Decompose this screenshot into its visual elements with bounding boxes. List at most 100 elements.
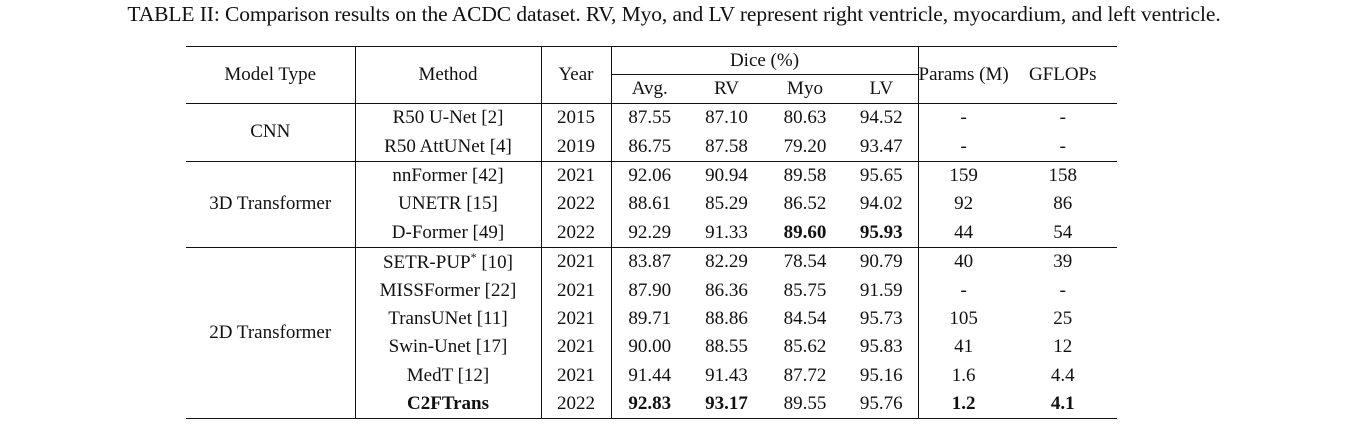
gflops-cell: 158 (1008, 160, 1117, 191)
table-row: R50 AttUNet [4] 2019 86.75 87.58 79.20 9… (186, 132, 1117, 162)
myo-cell: 78.54 (765, 246, 845, 277)
header-method: Method (355, 46, 542, 104)
avg-cell: 86.75 (628, 135, 672, 157)
myo-cell: 87.72 (783, 364, 827, 386)
myo-cell: 79.20 (783, 135, 827, 157)
avg-cell: 90.00 (628, 336, 672, 358)
lv-cell: 93.47 (845, 132, 919, 162)
lv-cell-best: 95.93 (845, 218, 919, 248)
lv-cell: 90.79 (845, 246, 919, 277)
rv-cell: 88.86 (705, 307, 748, 329)
params-cell: 159 (918, 160, 1009, 191)
table-row: UNETR [15] 2022 88.61 85.29 86.52 94.02 … (186, 190, 1117, 219)
params-cell: 1.6 (951, 364, 976, 386)
method-cell: MISSFormer [22] (355, 276, 542, 305)
params-cell: 40 (918, 246, 1009, 277)
lv-cell: 94.52 (845, 103, 919, 133)
method-cell: SETR-PUP* [10] (355, 246, 542, 277)
gflops-cell: - (1059, 279, 1066, 301)
gflops-cell: 4.4 (1050, 364, 1075, 386)
method-cell-ours: C2FTrans (355, 389, 542, 420)
year-cell: 2021 (541, 160, 612, 191)
table-row: C2FTrans 2022 92.83 93.17 89.55 95.76 1.… (186, 389, 1117, 420)
method-cell: R50 U-Net [2] (355, 103, 542, 133)
lv-cell: 95.73 (845, 304, 919, 334)
year-cell: 2022 (541, 218, 612, 248)
myo-cell-best: 89.60 (783, 221, 827, 243)
gflops-cell: 39 (1008, 246, 1117, 277)
year-cell: 2021 (541, 333, 612, 362)
avg-cell: 92.06 (611, 160, 688, 191)
year-cell: 2021 (541, 361, 612, 390)
myo-cell: 84.54 (783, 307, 827, 329)
table-row: Swin-Unet [17] 2021 90.00 88.55 85.62 95… (186, 333, 1117, 362)
rv-cell: 91.33 (705, 221, 748, 243)
header-dice: Dice (%) (611, 46, 919, 75)
myo-cell: 85.75 (783, 279, 827, 301)
rv-cell: 86.36 (705, 279, 748, 301)
lv-cell: 94.02 (845, 190, 919, 219)
gflops-cell: 25 (1053, 307, 1073, 329)
year-cell: 2015 (541, 103, 612, 133)
year-cell: 2021 (541, 246, 612, 277)
avg-cell: 87.90 (628, 279, 672, 301)
table-caption: TABLE II: Comparison results on the ACDC… (127, 2, 1221, 26)
avg-cell-best: 92.83 (611, 389, 688, 420)
model-type-cell: 3D Transformer (186, 160, 356, 248)
header-year: Year (541, 46, 612, 104)
myo-cell: 89.55 (765, 389, 845, 420)
header-avg: Avg. (631, 78, 668, 99)
rv-cell-best: 93.17 (688, 389, 765, 420)
avg-cell: 89.71 (628, 307, 672, 329)
header-lv: LV (845, 74, 919, 104)
params-cell: 105 (949, 307, 978, 329)
avg-cell: 91.44 (628, 364, 672, 386)
myo-cell: 86.52 (783, 193, 827, 215)
myo-cell: 80.63 (765, 103, 845, 133)
table-row: CNN R50 U-Net [2] 2015 87.55 87.10 80.63… (186, 103, 1117, 162)
year-cell: 2021 (541, 304, 612, 334)
lv-cell: 95.83 (845, 333, 919, 362)
year-cell: 2022 (541, 389, 612, 420)
header-model-type: Model Type (186, 46, 356, 104)
rv-cell: 85.29 (705, 193, 748, 215)
model-type-cell: 2D Transformer (186, 246, 356, 420)
method-cell: nnFormer [42] (355, 160, 542, 191)
header-myo: Myo (787, 78, 823, 99)
method-cell: MedT [12] (355, 361, 542, 390)
params-cell: 41 (954, 336, 974, 358)
lv-cell: 91.59 (845, 276, 919, 305)
table-row: TransUNet [11] 2021 89.71 88.86 84.54 95… (186, 304, 1117, 334)
rv-cell: 87.10 (688, 103, 765, 133)
method-cell: R50 AttUNet [4] (355, 132, 542, 162)
table-row: 3D Transformer nnFormer [42] 2021 92.06 … (186, 160, 1117, 248)
gflops-cell: 54 (1053, 221, 1073, 243)
myo-cell: 85.62 (783, 336, 827, 358)
gflops-cell: - (1008, 103, 1117, 133)
params-cell: - (960, 135, 967, 157)
method-name: SETR-PUP (382, 252, 471, 274)
params-cell: 44 (954, 221, 974, 243)
year-cell: 2022 (541, 190, 612, 219)
rv-cell: 87.58 (705, 135, 748, 157)
year-cell: 2021 (541, 276, 612, 305)
rv-cell: 91.43 (705, 364, 748, 386)
asterisk-mark: * (470, 250, 477, 265)
params-cell: - (960, 279, 967, 301)
method-ref: [10] (476, 252, 514, 274)
params-cell: 92 (954, 193, 974, 215)
lv-cell: 95.65 (845, 160, 919, 191)
avg-cell: 83.87 (611, 246, 688, 277)
method-cell: Swin-Unet [17] (355, 333, 542, 362)
method-cell: D-Former [49] (355, 218, 542, 248)
table-row: MISSFormer [22] 2021 87.90 86.36 85.75 9… (186, 276, 1117, 305)
comparison-table: Model Type Method Year Dice (%) Params (… (186, 46, 1117, 420)
lv-cell: 95.16 (845, 361, 919, 390)
rv-cell: 88.55 (705, 336, 748, 358)
avg-cell: 88.61 (628, 193, 672, 215)
lv-cell: 95.76 (845, 389, 919, 420)
avg-cell: 87.55 (611, 103, 688, 133)
header-params: Params (M) (918, 46, 1009, 104)
table-row: 2D Transformer SETR-PUP* [10] 2021 83.87… (186, 246, 1117, 420)
avg-cell: 92.29 (628, 221, 672, 243)
